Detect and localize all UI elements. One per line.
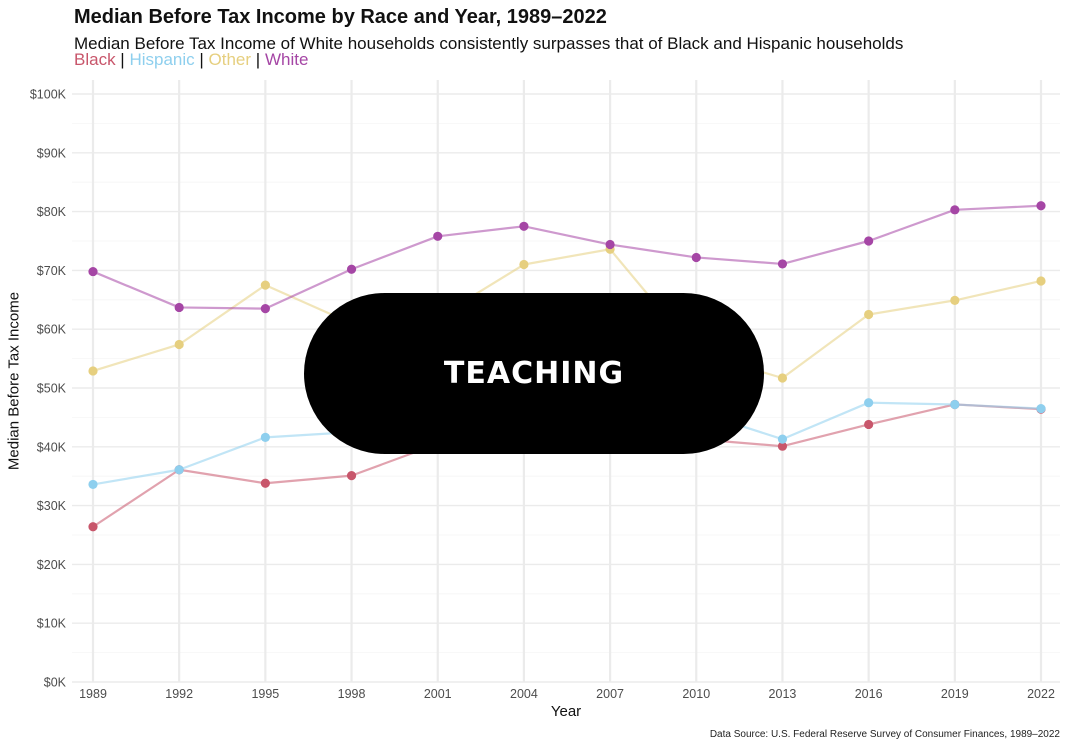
teaching-banner: TEACHING — [304, 293, 764, 454]
x-tick-label: 1989 — [79, 687, 107, 701]
data-point-hispanic — [260, 432, 270, 442]
x-tick-label: 1998 — [338, 687, 366, 701]
legend-entry-black: Black — [74, 50, 116, 69]
legend: Black | Hispanic | Other | White — [74, 50, 308, 70]
y-tick-label: $60K — [37, 323, 67, 337]
chart-subtitle: Median Before Tax Income of White househ… — [74, 34, 904, 53]
y-axis-label: Median Before Tax Income — [5, 291, 23, 471]
y-tick-label: $80K — [37, 205, 67, 219]
x-tick-label: 2010 — [682, 687, 710, 701]
legend-separator: | — [251, 50, 265, 69]
data-point-white — [691, 252, 701, 263]
chart-title: Median Before Tax Income by Race and Yea… — [74, 6, 607, 28]
data-point-white — [174, 302, 184, 313]
data-point-black — [346, 471, 357, 481]
y-tick-label: $0K — [44, 676, 67, 690]
data-point-hispanic — [88, 479, 98, 490]
data-point-hispanic — [864, 398, 874, 408]
y-tick-label: $70K — [37, 264, 67, 278]
y-tick-label: $40K — [37, 440, 67, 454]
data-point-white — [864, 236, 874, 246]
x-axis-ticks: 1989 1992 1995 1998 2001 2004 2007 2010 2013 2016… — [79, 687, 1055, 701]
y-tick-label: $90K — [37, 146, 67, 160]
legend-separator: | — [115, 50, 130, 69]
legend-entry-other: Other — [208, 50, 252, 69]
data-point-other — [950, 295, 960, 305]
data-point-white — [260, 304, 270, 314]
data-point-black — [864, 419, 874, 430]
x-tick-label: 1992 — [165, 687, 193, 701]
y-axis-label-area: Median Before Tax Income — [0, 0, 30, 748]
x-tick-label: 2001 — [424, 687, 452, 701]
x-tick-label: 2016 — [855, 687, 883, 701]
data-point-other — [519, 259, 529, 270]
y-tick-label: $100K — [30, 88, 67, 102]
data-point-white — [950, 205, 960, 215]
x-tick-label: 2019 — [941, 687, 969, 701]
data-point-hispanic — [950, 399, 960, 410]
data-point-hispanic — [777, 434, 788, 444]
x-tick-label: 2022 — [1027, 687, 1055, 701]
x-tick-label: 2013 — [769, 687, 797, 701]
data-point-black — [260, 478, 270, 488]
series-line-other — [92, 248, 1042, 380]
y-tick-label: $30K — [37, 499, 67, 513]
data-point-other — [88, 366, 98, 376]
teaching-banner-label: TEACHING — [443, 356, 625, 391]
data-point-white — [346, 264, 357, 274]
legend-entry-hispanic: Hispanic — [129, 50, 195, 69]
data-point-black — [88, 522, 98, 532]
data-point-white — [1036, 201, 1046, 211]
data-point-other — [864, 309, 874, 320]
data-point-other — [777, 373, 788, 383]
data-point-white — [519, 221, 529, 231]
y-tick-label: $50K — [37, 382, 67, 396]
y-tick-label: $20K — [37, 558, 67, 572]
legend-separator: | — [194, 50, 209, 69]
x-tick-label: 2004 — [510, 687, 538, 701]
y-tick-label: $10K — [37, 617, 67, 631]
data-point-other — [260, 280, 270, 290]
data-point-white — [433, 231, 443, 241]
data-point-other — [174, 339, 184, 350]
y-axis-ticks: $0K $10K $20K $30K $40K $50K $60K $70K $80K $90K $… — [30, 88, 67, 690]
series-white — [88, 201, 1046, 314]
x-tick-label: 2007 — [596, 687, 624, 701]
data-point-hispanic — [1036, 403, 1046, 414]
data-point-other — [1036, 276, 1046, 286]
data-point-white — [777, 259, 788, 269]
data-point-black — [777, 441, 788, 451]
data-point-hispanic — [174, 465, 184, 475]
series-line-white — [92, 204, 1042, 310]
legend-entry-white: White — [264, 50, 309, 69]
x-axis-label: Year — [550, 703, 582, 720]
data-point-white — [88, 266, 98, 277]
data-source-caption: Data Source: U.S. Federal Reserve Survey… — [709, 729, 1060, 740]
data-point-white — [605, 239, 615, 250]
x-tick-label: 1995 — [251, 687, 279, 701]
